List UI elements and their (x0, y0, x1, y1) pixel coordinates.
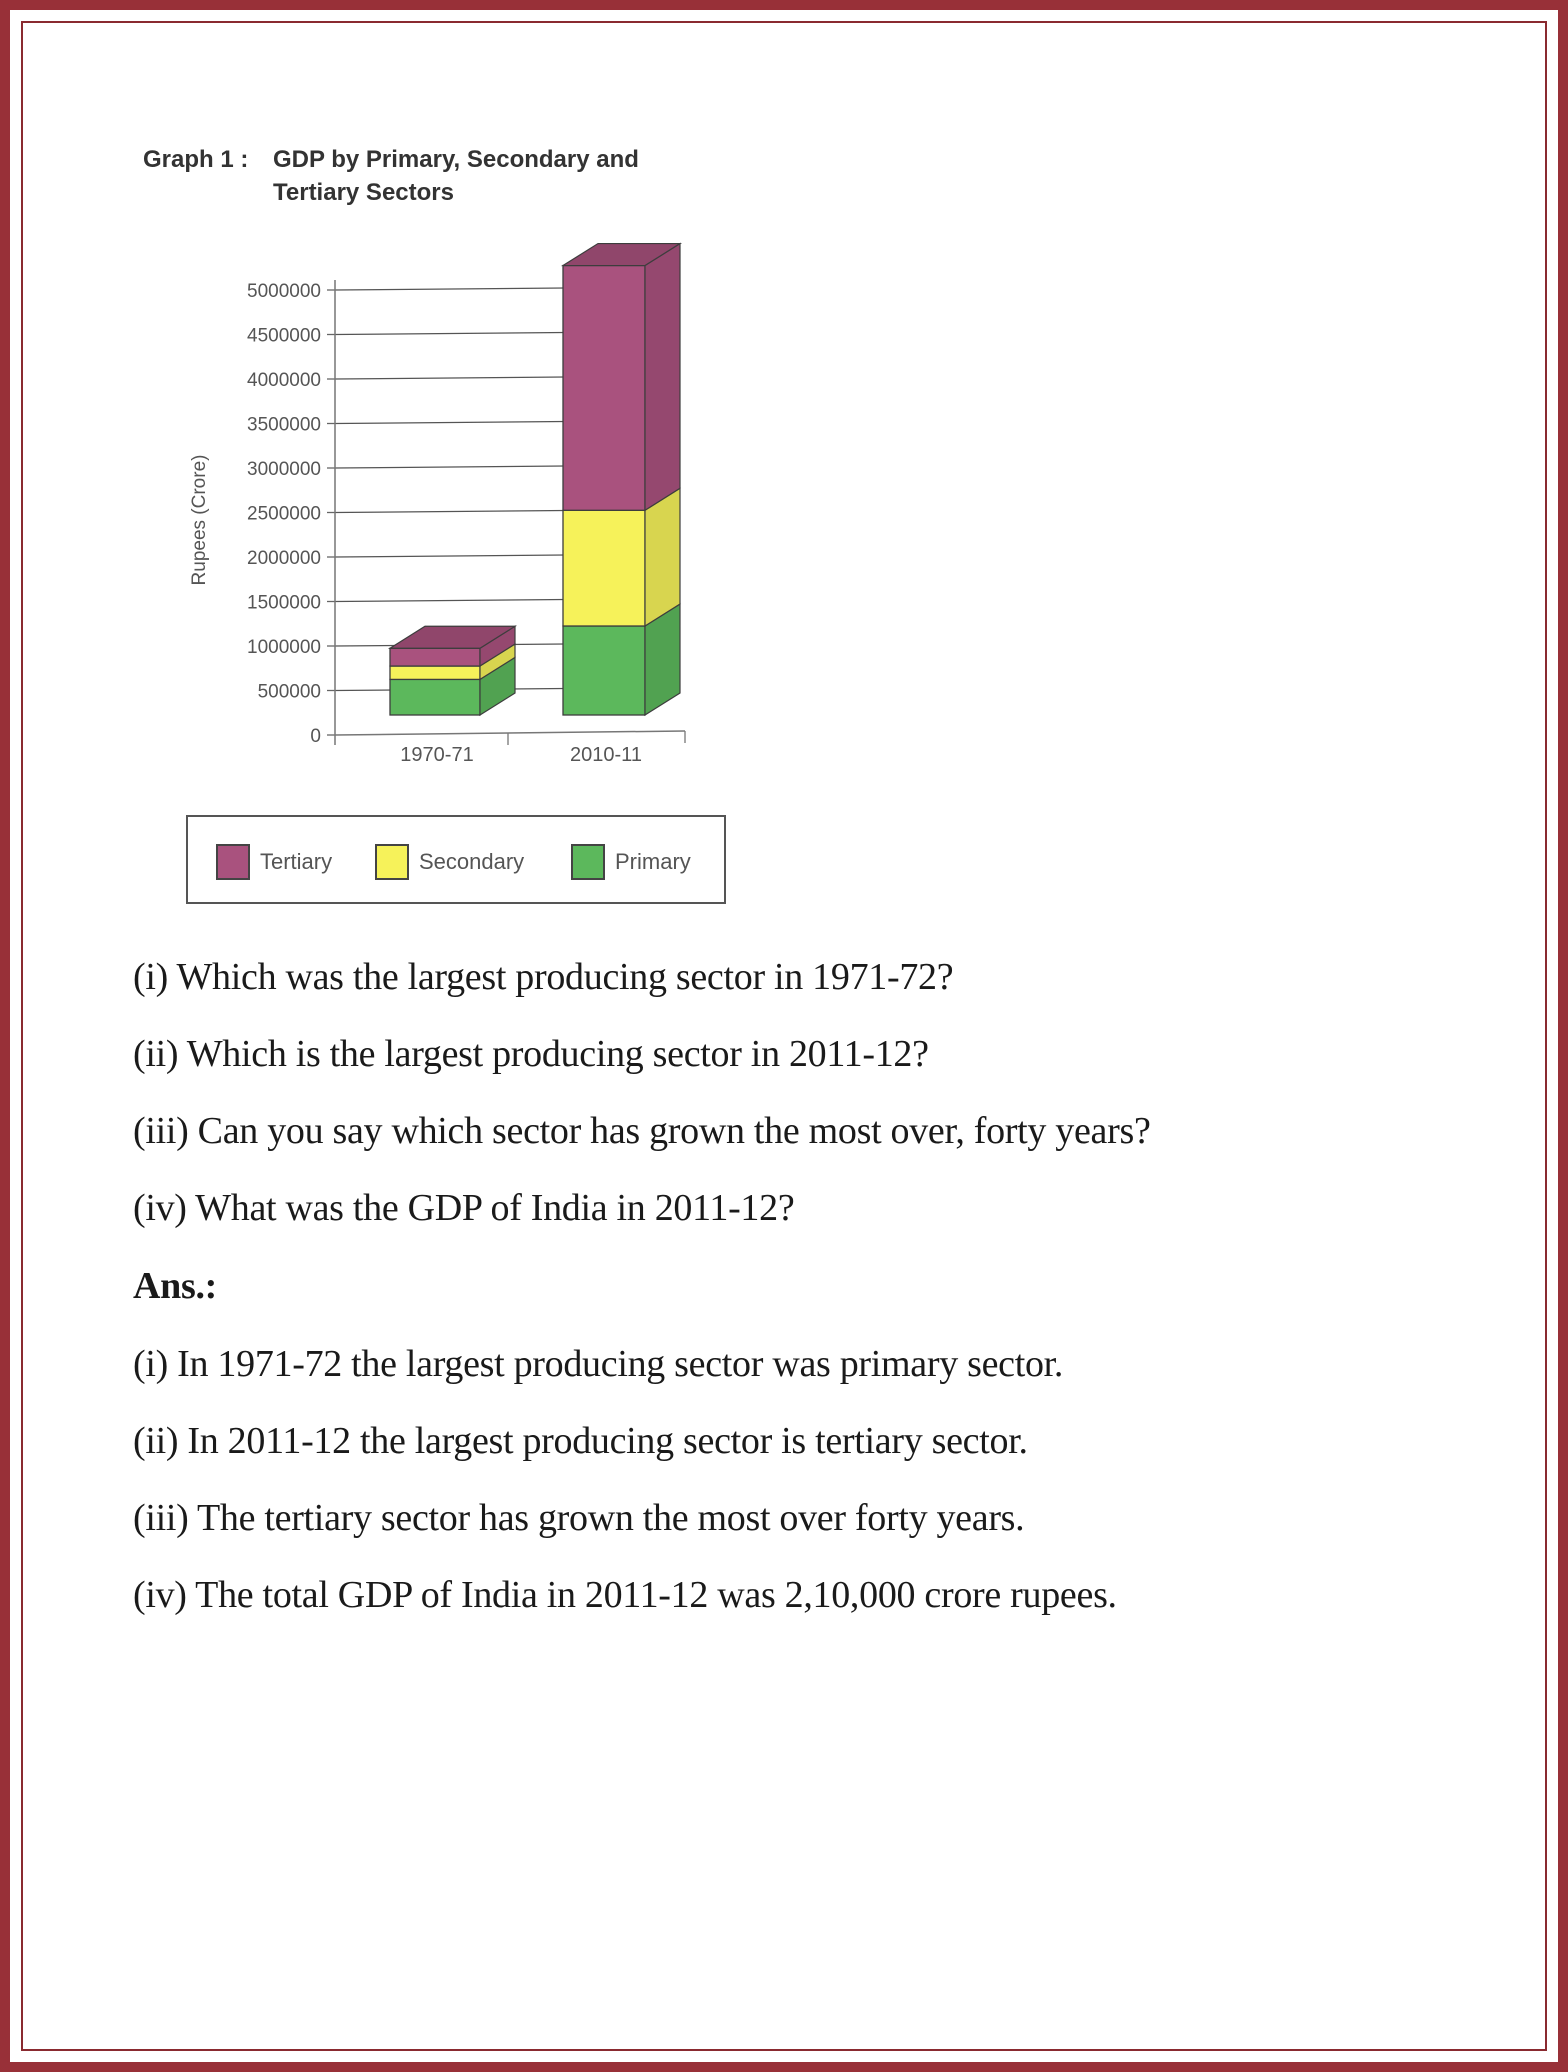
y-tick-label: 1500000 (247, 593, 321, 614)
y-tick-label: 0 (310, 726, 321, 747)
answers-heading: Ans.: (133, 1265, 218, 1307)
legend-swatch-primary (571, 844, 605, 880)
question-1: (i) Which was the largest producing sect… (133, 956, 954, 998)
chart-legend: Tertiary Secondary Primary (186, 815, 726, 904)
legend-label: Secondary (419, 849, 525, 874)
graph-title-line1: GDP by Primary, Secondary and (273, 146, 639, 173)
answer-4: (iv) The total GDP of India in 2011-12 w… (133, 1574, 1117, 1616)
y-tick-label: 3500000 (247, 415, 321, 436)
y-tick-label: 4500000 (247, 326, 321, 347)
bar-segment-tertiary (389, 647, 481, 667)
bar-segment-primary (389, 678, 481, 716)
legend-swatch-secondary (375, 844, 409, 880)
answer-1: (i) In 1971-72 the largest producing sec… (133, 1343, 1064, 1385)
bar-segment-secondary (562, 509, 646, 627)
question-2: (ii) Which is the largest producing sect… (133, 1033, 929, 1075)
bar-segment-secondary (389, 665, 481, 681)
y-axis-label: Rupees (Crore) (189, 455, 210, 586)
page-border-inner (21, 21, 1547, 2051)
x-tick-label: 1970-71 (400, 744, 473, 766)
graph-title-line2: Tertiary Sectors (273, 179, 454, 206)
y-tick-label: 5000000 (247, 281, 321, 302)
x-tick-label: 2010-11 (570, 744, 642, 766)
legend-item-primary: Primary (571, 844, 691, 880)
gdp-stacked-bar-chart: Rupees (Crore) 0 500000 1000000 1500000 20000… (189, 242, 686, 766)
legend-item-secondary: Secondary (375, 844, 524, 880)
legend-swatch-tertiary (216, 844, 250, 880)
y-tick-label: 4000000 (247, 370, 321, 391)
legend-label: Primary (615, 849, 691, 874)
y-tick-label: 3000000 (247, 459, 321, 480)
y-tick-label: 500000 (258, 682, 321, 703)
graph-number: Graph 1 : (143, 146, 249, 173)
question-4: (iv) What was the GDP of India in 2011-1… (133, 1187, 795, 1229)
legend-label: Tertiary (260, 849, 333, 874)
answer-3: (iii) The tertiary sector has grown the … (133, 1497, 1025, 1539)
y-tick-label: 2000000 (247, 548, 321, 569)
bar-segment-primary (562, 625, 646, 716)
answer-2: (ii) In 2011-12 the largest producing se… (133, 1420, 1028, 1462)
legend-item-tertiary: Tertiary (216, 844, 332, 880)
bar-segment-tertiary (562, 264, 646, 511)
graph-title: Graph 1 : GDP by Primary, Secondary and T… (143, 143, 639, 209)
y-tick-label: 2500000 (247, 504, 321, 525)
question-3: (iii) Can you say which sector has grown… (133, 1110, 1151, 1152)
y-tick-label: 1000000 (247, 637, 321, 658)
